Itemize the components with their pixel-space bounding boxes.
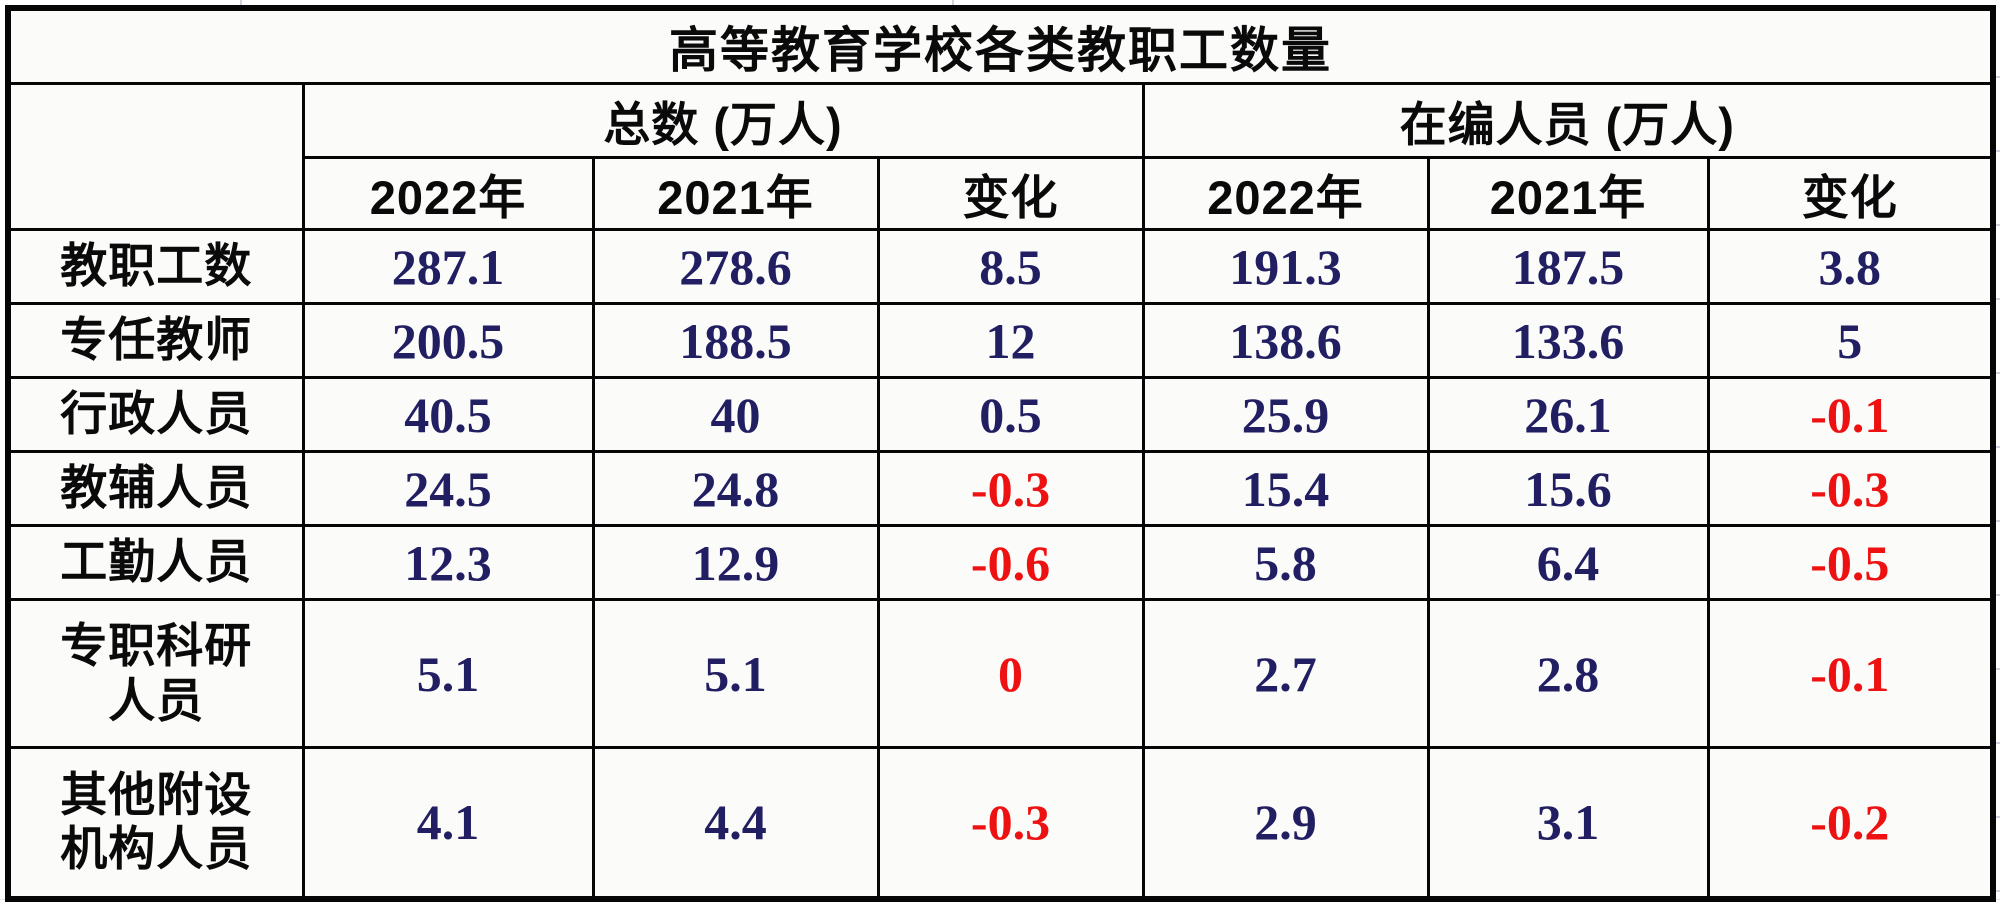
change-cell: -0.3 [876,746,1145,900]
col-header-total-change: 变化 [876,156,1145,231]
row-label: 教辅人员 [6,450,305,527]
col-header-onpayroll-2021: 2021年 [1426,156,1710,231]
staff-count-table: 高等教育学校各类教职工数量 总数 (万人) 在编人员 (万人) 2022年 20… [5,5,1997,902]
change-cell: -0.5 [1706,524,1995,601]
col-header-total-2022: 2022年 [301,156,595,231]
row-label: 教职工数 [6,228,305,305]
title-row: 高等教育学校各类教职工数量 [6,6,1995,85]
change-cell: 12 [876,302,1145,379]
value-cell: 24.8 [591,450,880,527]
value-cell: 12.3 [301,524,595,601]
gridline-tick [240,0,242,5]
value-cell: 40 [591,376,880,453]
value-cell: 278.6 [591,228,880,305]
value-cell: 2.8 [1426,598,1710,749]
row-label: 工勤人员 [6,524,305,601]
change-cell: -0.6 [876,524,1145,601]
value-cell: 4.1 [301,746,595,900]
value-cell: 25.9 [1141,376,1430,453]
change-cell: 8.5 [876,228,1145,305]
value-cell: 188.5 [591,302,880,379]
change-cell: -0.1 [1706,376,1995,453]
value-cell: 187.5 [1426,228,1710,305]
value-cell: 5.1 [591,598,880,749]
value-cell: 133.6 [1426,302,1710,379]
value-cell: 200.5 [301,302,595,379]
value-cell: 2.9 [1141,746,1430,900]
value-cell: 12.9 [591,524,880,601]
col-header-onpayroll-2022: 2022年 [1141,156,1430,231]
value-cell: 15.6 [1426,450,1710,527]
change-cell: -0.3 [876,450,1145,527]
group-header-row: 总数 (万人) 在编人员 (万人) [6,82,1995,231]
change-cell: 0.5 [876,376,1145,453]
gridline-tick [952,0,954,5]
value-cell: 4.4 [591,746,880,900]
table-row: 工勤人员 12.3 12.9 -0.6 5.8 6.4 -0.5 [6,524,1995,601]
change-cell: -0.1 [1706,598,1995,749]
value-cell: 191.3 [1141,228,1430,305]
value-cell: 138.6 [1141,302,1430,379]
change-cell: 3.8 [1706,228,1995,305]
table-row: 其他附设 机构人员 4.1 4.4 -0.3 2.9 3.1 -0.2 [6,746,1995,900]
table-row: 专任教师 200.5 188.5 12 138.6 133.6 5 [6,302,1995,379]
change-cell: -0.2 [1706,746,1995,900]
value-cell: 24.5 [301,450,595,527]
group-header-total: 总数 (万人) [301,82,1145,159]
table-row: 行政人员 40.5 40 0.5 25.9 26.1 -0.1 [6,376,1995,453]
row-label: 专任教师 [6,302,305,379]
table-title: 高等教育学校各类教职工数量 [6,6,1995,85]
value-cell: 40.5 [301,376,595,453]
change-cell: -0.3 [1706,450,1995,527]
row-label: 其他附设 机构人员 [6,746,305,900]
year-header-row: 2022年 2021年 变化 2022年 2021年 变化 [8,156,1995,231]
value-cell: 287.1 [301,228,595,305]
value-cell: 15.4 [1141,450,1430,527]
value-cell: 6.4 [1426,524,1710,601]
value-cell: 5.1 [301,598,595,749]
row-label: 行政人员 [6,376,305,453]
group-header-onpayroll: 在编人员 (万人) [1141,82,1995,159]
value-cell: 26.1 [1426,376,1710,453]
table-row: 教辅人员 24.5 24.8 -0.3 15.4 15.6 -0.3 [6,450,1995,527]
col-header-onpayroll-change: 变化 [1706,156,1995,231]
corner-empty-cell [6,82,305,231]
value-cell: 5.8 [1141,524,1430,601]
col-header-total-2021: 2021年 [591,156,880,231]
change-cell: 0 [876,598,1145,749]
change-cell: 5 [1706,302,1995,379]
value-cell: 3.1 [1426,746,1710,900]
table-row: 教职工数 287.1 278.6 8.5 191.3 187.5 3.8 [6,228,1995,305]
row-label: 专职科研 人员 [6,598,305,749]
table-row: 专职科研 人员 5.1 5.1 0 2.7 2.8 -0.1 [6,598,1995,749]
value-cell: 2.7 [1141,598,1430,749]
